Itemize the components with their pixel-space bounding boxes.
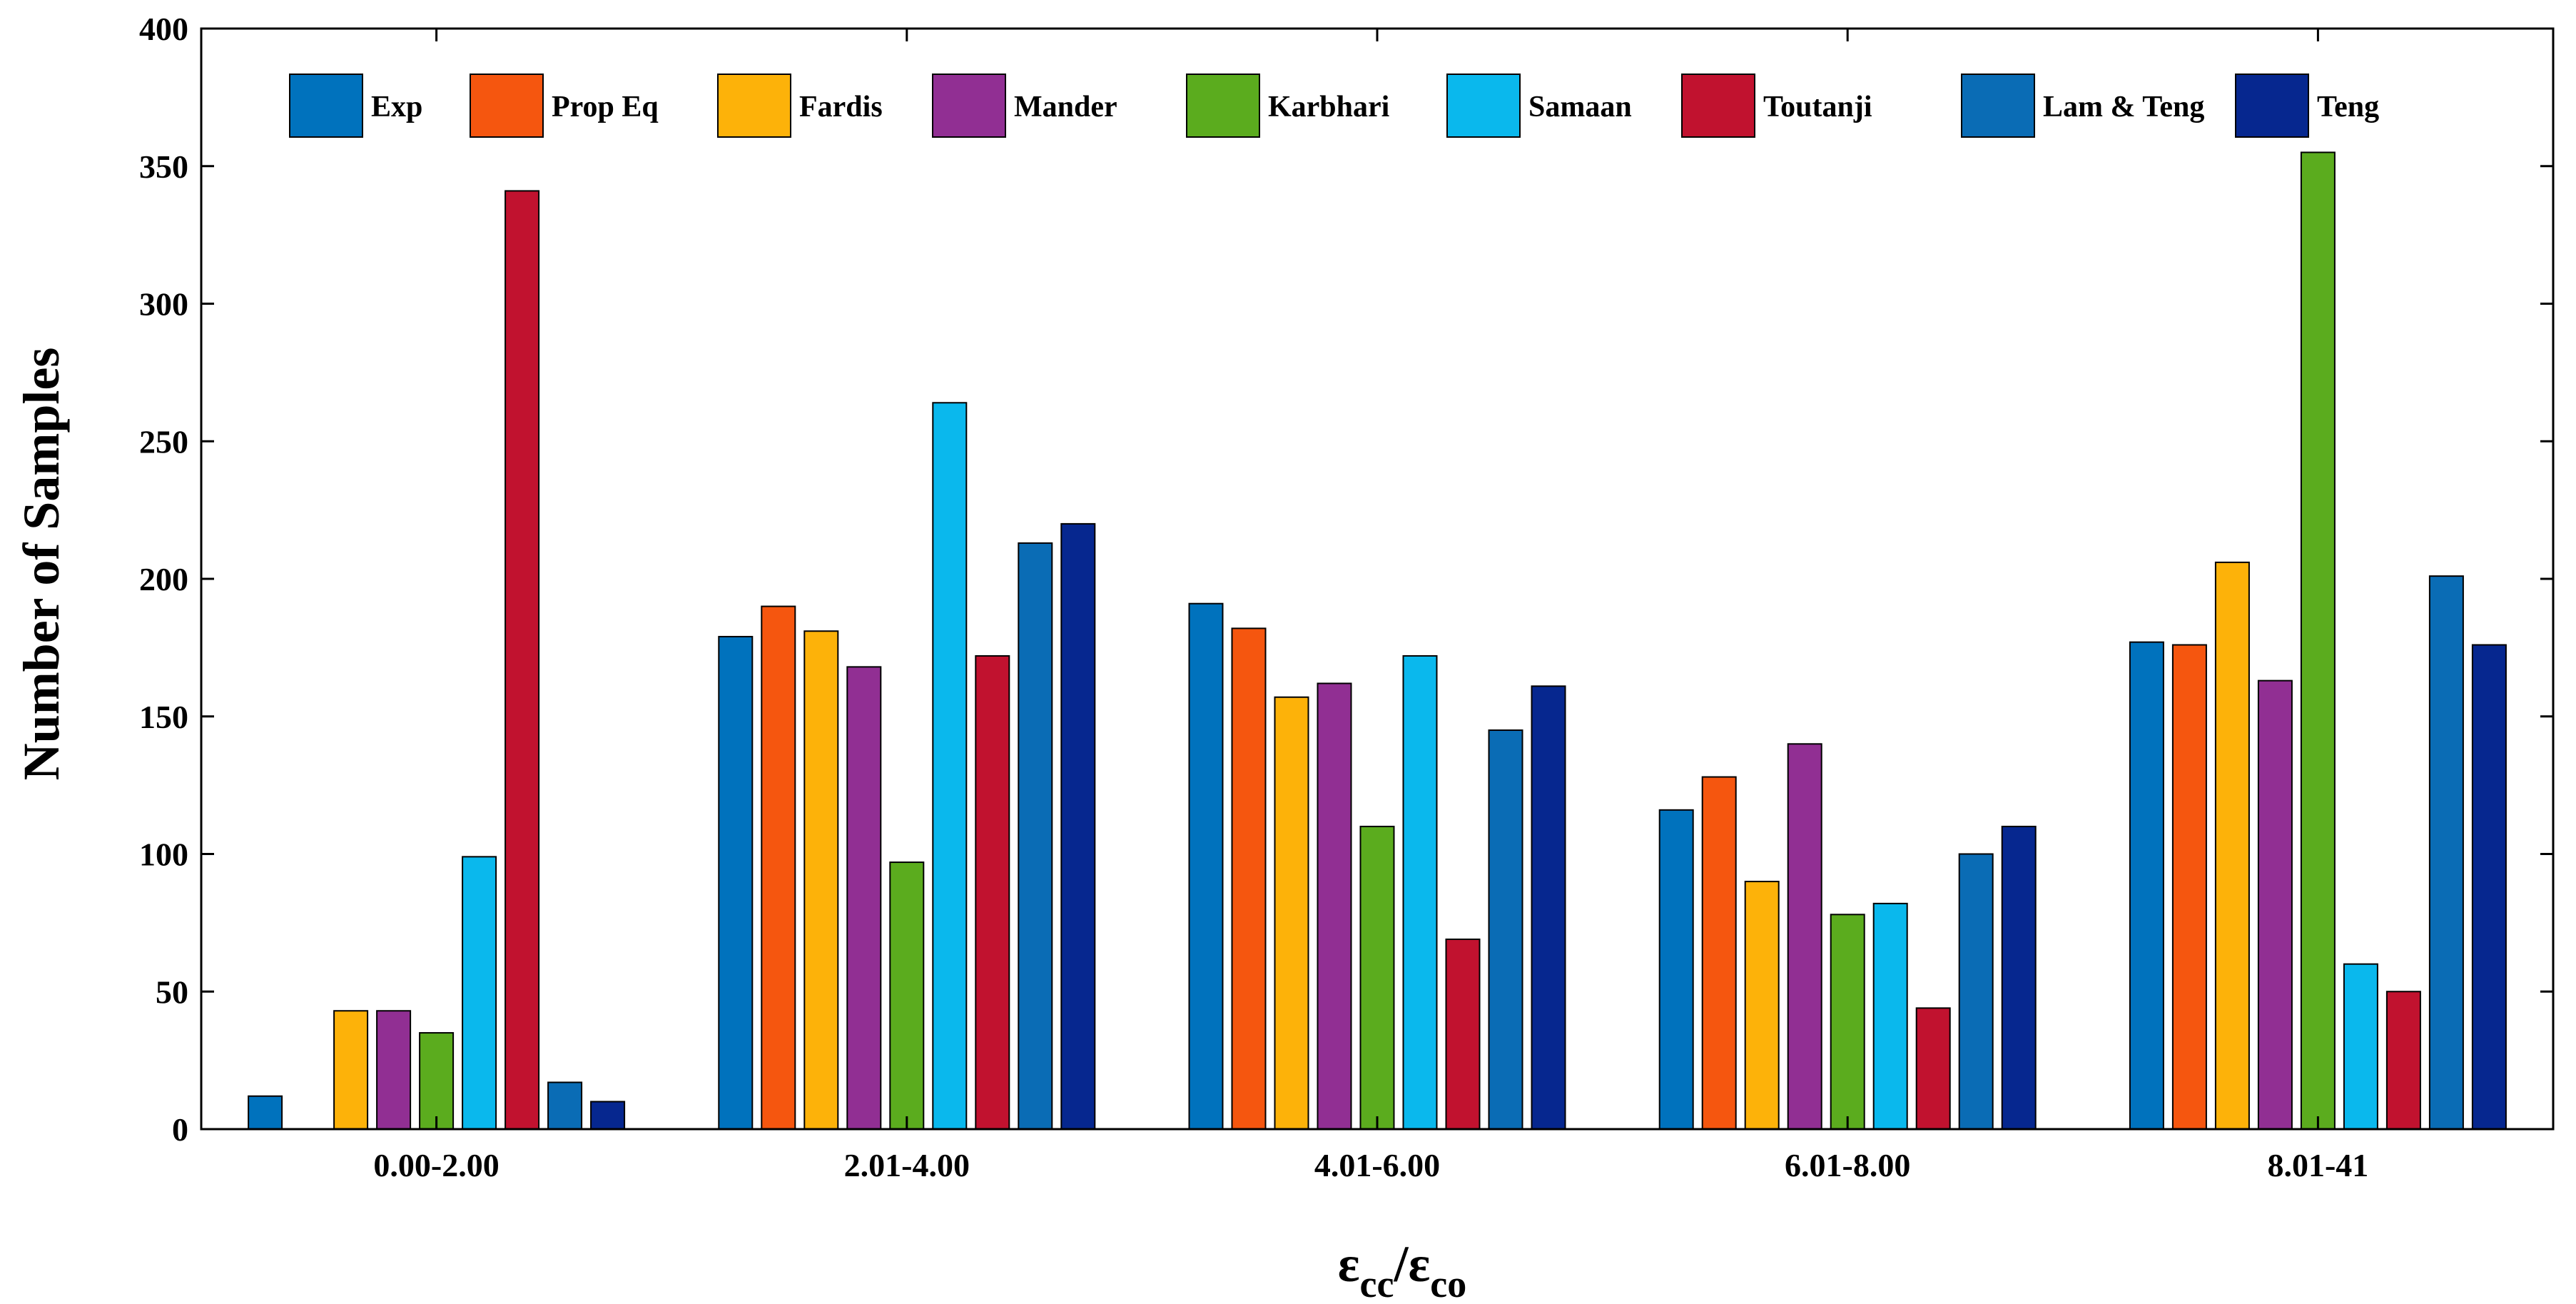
bar-toutanji-1 <box>504 190 540 1131</box>
bar-toutanji-2 <box>975 654 1010 1130</box>
bar-prop-eq-4 <box>1701 776 1737 1131</box>
x-axis-title-sub-co: co <box>1430 1263 1466 1304</box>
bar-prop-eq-2 <box>761 605 796 1130</box>
y-axis-title: Number of Samples <box>13 348 70 781</box>
y-tick-label: 150 <box>139 699 188 735</box>
bar-mander-1 <box>376 1010 412 1130</box>
bar-lam-teng-2 <box>1018 542 1053 1130</box>
bar-lam-teng-1 <box>547 1081 583 1130</box>
x-tick-label: 0.00-2.00 <box>373 1147 499 1183</box>
bar-karbhari-4 <box>1830 914 1865 1131</box>
legend: Exp Prop Eq Fardis Mander Karbhari Samaan Tout… <box>289 74 2379 138</box>
bar-mander-3 <box>1317 682 1352 1130</box>
x-tick-label: 4.01-6.00 <box>1314 1147 1440 1183</box>
x-tick-label: 2.01-4.00 <box>844 1147 970 1183</box>
legend-label-samaan: Samaan <box>1528 91 1632 123</box>
bar-fardis-1 <box>333 1010 369 1130</box>
plot-area-frame <box>200 27 2555 1131</box>
legend-label-teng: Teng <box>2317 91 2379 123</box>
bar-fardis-5 <box>2214 561 2250 1130</box>
bar-mander-4 <box>1787 743 1822 1131</box>
bar-toutanji-5 <box>2385 991 2421 1130</box>
bar-karbhari-1 <box>419 1032 455 1130</box>
legend-swatch-lam-teng <box>1961 74 2035 138</box>
bar-teng-3 <box>1531 685 1566 1130</box>
bar-samaan-2 <box>932 402 968 1130</box>
legend-swatch-exp <box>289 74 363 138</box>
y-tick-label: 300 <box>139 286 188 323</box>
bars-group <box>248 151 2507 1131</box>
legend-swatch-toutanji <box>1681 74 1755 138</box>
bar-samaan-4 <box>1872 902 1908 1130</box>
legend-label-fardis: Fardis <box>799 91 883 123</box>
legend-swatch-mander <box>932 74 1006 138</box>
legend-swatch-karbhari <box>1186 74 1260 138</box>
y-tick-label: 200 <box>139 561 188 597</box>
bar-karbhari-2 <box>889 861 925 1130</box>
bar-exp-3 <box>1188 602 1224 1130</box>
bar-karbhari-5 <box>2300 151 2336 1131</box>
legend-label-karbhari: Karbhari <box>1268 91 1390 123</box>
y-tick-label: 400 <box>139 11 188 47</box>
y-tick-label: 350 <box>139 148 188 185</box>
legend-label-mander: Mander <box>1014 91 1117 123</box>
bar-fardis-3 <box>1274 696 1309 1130</box>
y-axis-ticks: 0 50 100 150 200 250 300 350 400 <box>139 11 2553 1148</box>
bar-teng-5 <box>2471 644 2507 1130</box>
y-tick-label: 50 <box>156 974 188 1010</box>
legend-swatch-prop-eq <box>470 74 544 138</box>
x-axis-title: εcc/εco <box>1338 1235 1466 1304</box>
bar-lam-teng-5 <box>2428 575 2464 1130</box>
legend-swatch-samaan <box>1446 74 1521 138</box>
bar-exp-5 <box>2129 641 2164 1130</box>
x-axis-ticks: 0.00-2.00 2.01-4.00 4.01-6.00 6.01-8.00 8.01… <box>373 29 2368 1183</box>
bar-exp-4 <box>1658 809 1694 1130</box>
bar-mander-5 <box>2257 679 2293 1130</box>
legend-label-lam-teng: Lam & Teng <box>2043 91 2204 123</box>
y-tick-label: 100 <box>139 837 188 873</box>
legend-swatch-teng <box>2235 74 2309 138</box>
y-tick-label: 0 <box>172 1111 188 1148</box>
bar-teng-4 <box>2001 825 2037 1130</box>
bar-toutanji-3 <box>1445 939 1481 1130</box>
bar-teng-1 <box>590 1101 626 1130</box>
bar-karbhari-3 <box>1359 825 1395 1130</box>
bar-mander-2 <box>846 666 882 1130</box>
x-tick-label: 6.01-8.00 <box>1785 1147 1910 1183</box>
y-tick-label: 250 <box>139 423 188 460</box>
bar-exp-2 <box>718 635 754 1130</box>
bar-samaan-3 <box>1402 654 1438 1130</box>
bar-samaan-5 <box>2343 963 2378 1130</box>
bar-teng-2 <box>1060 522 1096 1130</box>
bar-toutanji-4 <box>1915 1007 1951 1130</box>
x-axis-title-epsilon-2: ε <box>1408 1235 1430 1293</box>
bar-samaan-1 <box>462 856 497 1130</box>
bar-prop-eq-5 <box>2171 644 2207 1130</box>
x-axis-title-slash: / <box>1393 1235 1409 1293</box>
x-tick-label: 8.01-41 <box>2267 1147 2368 1183</box>
bar-lam-teng-4 <box>1958 853 1994 1130</box>
x-axis-title-epsilon: ε <box>1338 1235 1360 1293</box>
bar-exp-1 <box>248 1095 283 1130</box>
bar-lam-teng-3 <box>1488 729 1523 1130</box>
bar-fardis-4 <box>1744 881 1780 1131</box>
legend-label-exp: Exp <box>371 91 422 123</box>
x-axis-title-sub-cc: cc <box>1360 1263 1394 1304</box>
legend-label-toutanji: Toutanji <box>1763 91 1872 123</box>
bar-prop-eq-3 <box>1231 627 1267 1130</box>
legend-swatch-fardis <box>717 74 791 138</box>
bar-fardis-2 <box>803 630 839 1130</box>
legend-label-prop-eq: Prop Eq <box>552 91 659 123</box>
